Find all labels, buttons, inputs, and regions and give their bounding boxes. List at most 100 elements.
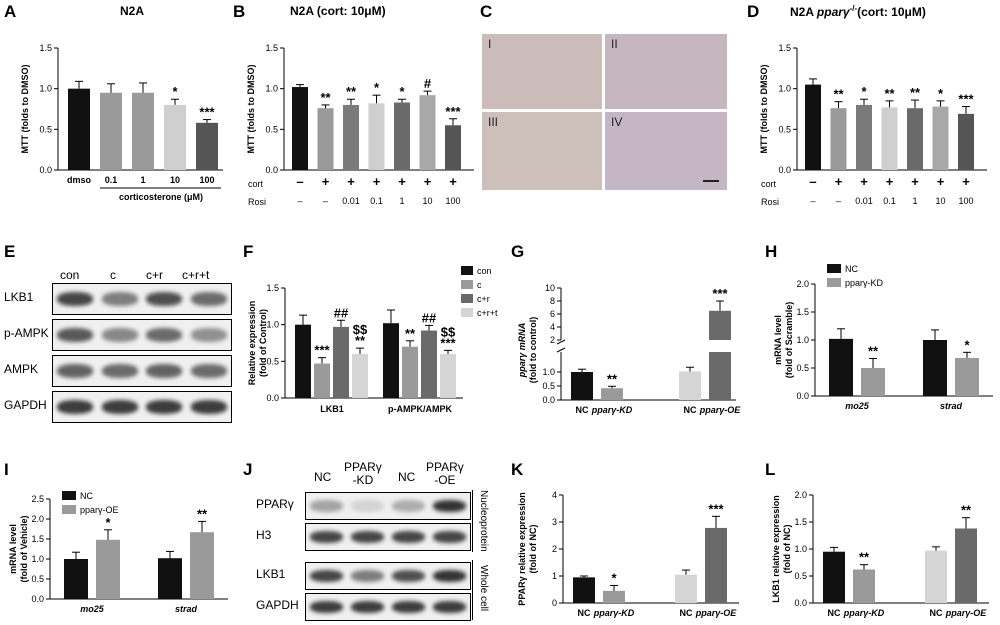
j-row-label-1: H3 [256, 528, 272, 542]
d-ytick-label-3: 1.5 [778, 43, 791, 53]
b-bar-5 [419, 95, 436, 170]
b-row2-5: 10 [422, 196, 432, 206]
f-sig-1-3-0: $$ [441, 324, 456, 339]
chart-f: 0.00.51.01.5***##$$**LKB1**##$$***p-AMPK… [247, 266, 498, 414]
h-legend-label-0: NC [845, 264, 858, 274]
a-ytick-label-3: 1.5 [39, 43, 52, 53]
a-bar-4 [196, 122, 218, 170]
d-sig-2-0: * [861, 84, 867, 99]
bracket-whole-cell [472, 560, 473, 620]
e-blot-strip-0 [52, 283, 232, 315]
g-ylabel-1: (fold to control) [528, 317, 538, 383]
j-band-1-0 [310, 531, 343, 543]
e-band-0-1 [101, 292, 138, 306]
b-sig-3-0: * [374, 80, 380, 95]
g-sig-1: ** [607, 371, 618, 386]
j-band-3-3 [433, 601, 466, 613]
g-ylabel-0: pparγ mRNA [517, 323, 527, 379]
chart-a: 0.0 0.5 1.0 1.5 dmso 0.1 1 * 10 *** 100 corticoster… [20, 43, 223, 202]
e-band-3-3 [190, 400, 227, 414]
blot-j-lane-2: PPARγ -KD [344, 460, 382, 487]
b-row2-1: – [323, 196, 328, 206]
i-legend-label-0: NC [80, 491, 93, 501]
i-bar-0-1 [96, 539, 120, 599]
panel-label-e: E [4, 242, 16, 261]
d-row1-6: + [962, 174, 970, 189]
d-row1-5: + [937, 174, 945, 189]
f-legend-label-2: c+r [477, 294, 490, 304]
d-row2-5: 10 [935, 196, 945, 206]
g-xtick-label-2: NC [684, 405, 697, 415]
f-bar-1-0 [383, 323, 399, 398]
micrograph-4: IV [605, 112, 727, 190]
h-sig-1-1-0: * [964, 337, 970, 352]
b-bar-3 [368, 103, 385, 170]
b-bar-0 [292, 87, 308, 170]
k-ylabel-0: PPARγ relative expression [517, 492, 527, 605]
i-legend-swatch-0 [62, 491, 76, 500]
g-axis-break-2 [556, 347, 566, 353]
g-ytick-label-low-2: 1.0 [542, 367, 555, 377]
e-band-0-3 [190, 292, 227, 306]
h-xtick-label-1: strad [940, 401, 963, 411]
j-row-label-2: LKB1 [256, 567, 286, 581]
blot-e-lane-2: c [110, 268, 116, 282]
chart-l: 0.00.51.01.52.0NC**pparγ-KD NC**pparγ-OEL… [771, 490, 989, 618]
panel-b-title: N2A (cort: 10μM) [290, 4, 386, 18]
h-ytick-label-1: 0.5 [796, 363, 809, 373]
h-ytick-label-2: 1.0 [796, 335, 809, 345]
label-whole-cell: Whole cell [478, 565, 489, 612]
d-sig-4-0: ** [910, 85, 921, 100]
a-ytick-label-0: 0.0 [39, 165, 52, 175]
d-row2-2: 0.01 [855, 196, 873, 206]
j-band-0-0 [310, 500, 343, 512]
j-row-label-3: GAPDH [256, 598, 299, 612]
micrograph-1: I [482, 34, 602, 109]
e-band-0-0 [57, 292, 94, 306]
d-bar-2 [856, 104, 872, 170]
f-ylabel-1: (fold of Control) [258, 309, 268, 377]
g-bar-1 [601, 388, 623, 400]
i-ylabel-0: mRNA level [8, 524, 18, 574]
e-blot-strip-2 [52, 355, 232, 387]
f-legend-label-3: c+r+t [477, 308, 498, 318]
a-xtick-label-2: 1 [140, 175, 145, 185]
e-band-2-2 [146, 364, 183, 378]
scale-bar [703, 180, 719, 182]
h-sig-0-1-0: ** [868, 343, 879, 358]
l-xtick-label-3: pparγ-OE [945, 608, 988, 618]
b-bar-1 [317, 108, 334, 170]
d-row2-4: 1 [912, 196, 917, 206]
f-ylabel-0: Relative expression [247, 301, 257, 386]
blot-j-lane-4: PPARγ -OE [426, 460, 464, 487]
f-xtick-label-0: LKB1 [320, 404, 344, 414]
f-sig-1-3-1: *** [440, 335, 456, 350]
e-row-label-2: AMPK [4, 362, 39, 376]
micrograph-2: II [605, 34, 727, 109]
i-ytick-label-5: 2.5 [31, 494, 44, 504]
e-band-1-3 [190, 328, 227, 342]
chart-b: 0.0 0.5 1.0 1.5 – – ** + – ** +0.01 * +0.1 * +1 # +10 ***… [246, 43, 474, 207]
l-ylabel-1: (fold of NC) [782, 525, 792, 574]
d-row1-3: + [886, 174, 894, 189]
e-row-label-3: GAPDH [4, 398, 47, 412]
e-band-0-2 [146, 292, 183, 306]
e-band-3-2 [146, 400, 183, 414]
k-sig-1-0: * [611, 570, 617, 585]
blot-e-lane-3: c+r [146, 268, 164, 282]
g-xtick-label-0: NC [576, 405, 589, 415]
j-band-1-1 [351, 531, 384, 543]
e-band-1-0 [57, 328, 94, 342]
h-bar-0-1 [861, 368, 885, 396]
l-ytick-label-3: 1.5 [794, 517, 807, 527]
g-sig-3: *** [712, 286, 728, 301]
a-xtick-label-3: 10 [170, 175, 180, 185]
f-ytick-label-2: 1.0 [266, 320, 279, 330]
k-xtick-label-3: pparγ-OE [695, 608, 738, 618]
b-row1-2: + [347, 174, 355, 189]
d-row2-6: 100 [958, 196, 973, 206]
a-ytick-label-2: 1.0 [39, 84, 52, 94]
k-sig-3-0: *** [708, 501, 724, 516]
h-ytick-label-0: 0.0 [796, 391, 809, 401]
